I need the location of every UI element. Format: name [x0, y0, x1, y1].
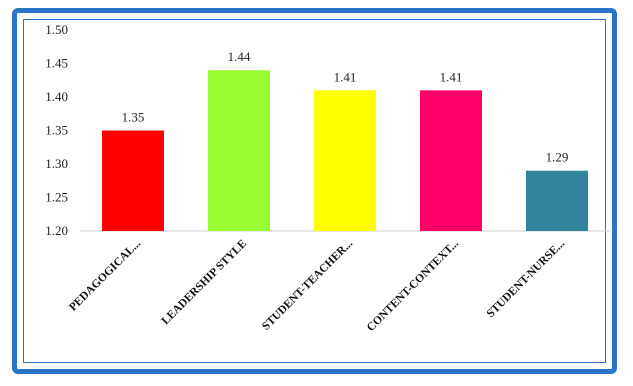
- data-labels: 1.35 1.44 1.41 1.41 1.29: [122, 49, 569, 165]
- bar: [526, 170, 588, 231]
- data-label: 1.29: [546, 150, 569, 165]
- y-tick-label: 1.25: [45, 190, 68, 205]
- y-tick-label: 1.35: [45, 123, 68, 138]
- data-label: 1.41: [334, 69, 357, 84]
- chart-inner-border: [23, 19, 606, 363]
- data-label: 1.35: [122, 110, 145, 125]
- y-tick-label: 1.30: [45, 156, 68, 171]
- x-tick-label: PEDAGOGICAL...: [67, 238, 143, 314]
- x-tick-label: STUDENT-NURSE...: [485, 238, 568, 321]
- x-tick-label: CONTENT-CONTEXT...: [365, 238, 461, 334]
- x-tick-label: STUDENT-TEACHER...: [260, 238, 355, 333]
- bar: [102, 130, 164, 231]
- bar: [420, 90, 482, 231]
- x-axis-labels: PEDAGOGICAL... LEADERSHIP STYLE STUDENT-TE…: [67, 237, 567, 334]
- bars: [102, 70, 588, 231]
- y-tick-label: 1.40: [45, 89, 68, 104]
- data-label: 1.41: [440, 69, 463, 84]
- y-tick-label: 1.45: [45, 56, 68, 71]
- bar: [314, 90, 376, 231]
- y-tick-label: 1.50: [45, 22, 68, 37]
- bar: [208, 70, 270, 231]
- y-tick-label: 1.20: [45, 223, 68, 238]
- data-label: 1.44: [228, 49, 251, 64]
- x-tick-label: LEADERSHIP STYLE: [160, 237, 250, 327]
